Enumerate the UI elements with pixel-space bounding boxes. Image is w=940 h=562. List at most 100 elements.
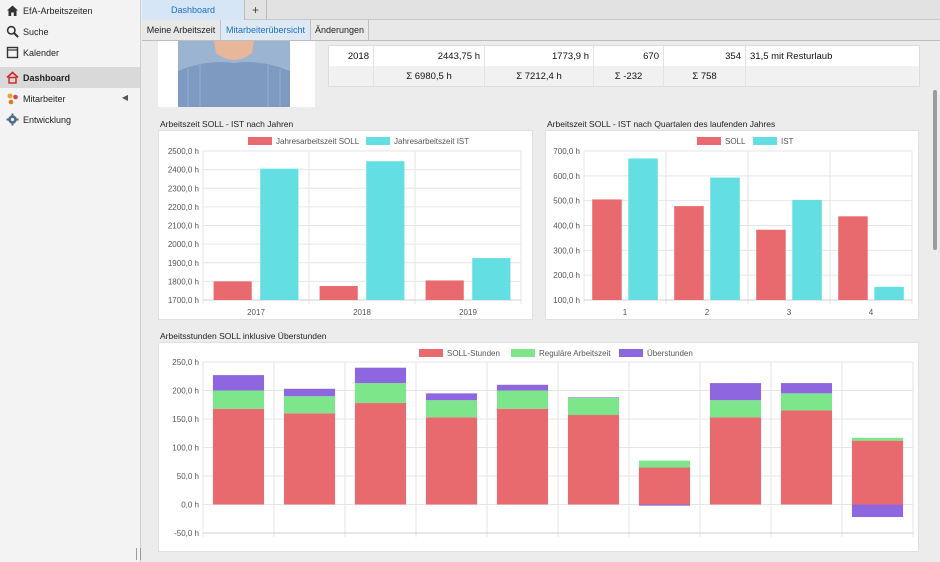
tab-meine-arbeitszeit[interactable]: Meine Arbeitszeit	[142, 20, 221, 40]
resize-grip[interactable]	[136, 548, 141, 560]
legend-swatch	[511, 349, 535, 357]
bar	[496, 384, 549, 391]
bar	[212, 390, 265, 409]
photo-image	[178, 41, 290, 107]
y-tick-label: 0,0 h	[181, 501, 199, 510]
chart-card-monate: -50,0 h 0,0 h 50,0 h 100,0 h 150,0 h 200,0 h 2…	[158, 342, 919, 552]
sidebar-item-kalender[interactable]: Kalender	[0, 42, 140, 63]
bar	[628, 158, 658, 300]
y-tick-label: 2300,0 h	[168, 184, 199, 193]
bar	[213, 281, 252, 300]
chart-monate: -50,0 h 0,0 h 50,0 h 100,0 h 150,0 h 200,0 h 2…	[172, 349, 914, 538]
sidebar-item-suche[interactable]: Suche	[0, 21, 140, 42]
bar	[496, 390, 549, 409]
tab-mitarbeiteruebersicht[interactable]: Mitarbeiterübersicht	[221, 20, 311, 40]
y-tick-label: 600,0 h	[553, 172, 580, 181]
chart-card-quartale: 100,0 h 200,0 h 300,0 h 400,0 h 500,0 h 600,0…	[545, 130, 919, 320]
bar	[354, 383, 407, 404]
y-tick-label: 250,0 h	[172, 358, 199, 367]
table-cell: Σ 6980,5 h	[374, 66, 485, 86]
calendar-icon	[6, 46, 19, 59]
bar	[319, 286, 358, 300]
home-icon	[6, 4, 19, 17]
x-tick-label: 2	[705, 308, 710, 317]
y-tick-label: 300,0 h	[553, 246, 580, 255]
legend-label: Reguläre Arbeitszeit	[539, 349, 611, 358]
bar	[567, 397, 620, 416]
bar	[567, 397, 620, 398]
y-tick-label: 1900,0 h	[168, 259, 199, 268]
sidebar-item-label: Kalender	[23, 47, 60, 58]
legend-label: Überstunden	[647, 349, 693, 358]
y-tick-label: 1700,0 h	[168, 296, 199, 305]
y-tick-label: 2100,0 h	[168, 222, 199, 231]
chart-card-jahre: 1700,0 h 1800,0 h 1900,0 h 2000,0 h 2100,0 h…	[158, 130, 533, 320]
y-tick-label: 400,0 h	[553, 222, 580, 231]
y-tick-label: 100,0 h	[553, 296, 580, 305]
sidebar-item-efa-arbeitszeiten[interactable]: EfA-Arbeitszeiten	[0, 0, 140, 21]
bar	[780, 393, 833, 411]
legend-swatch	[753, 137, 777, 145]
table-cell	[329, 66, 374, 86]
gear-icon	[6, 113, 19, 126]
chart-title: Arbeitszeit SOLL - IST nach Quartalen de…	[547, 119, 776, 129]
y-tick-label: 1800,0 h	[168, 277, 199, 286]
chart-quartale: 100,0 h 200,0 h 300,0 h 400,0 h 500,0 h 600,0…	[553, 137, 913, 317]
add-tab-button[interactable]: +	[245, 0, 267, 20]
bar	[709, 400, 762, 418]
scrollbar[interactable]	[933, 90, 937, 250]
bar	[709, 417, 762, 505]
main-content: 2018 2443,75 h 1773,9 h 670 354 31,5 mit…	[142, 41, 940, 562]
bar	[780, 383, 833, 394]
y-tick-label: 2400,0 h	[168, 166, 199, 175]
y-tick-label: 50,0 h	[177, 472, 199, 481]
tab-dashboard[interactable]: Dashboard	[142, 0, 245, 20]
sidebar-item-label: Entwicklung	[23, 114, 72, 125]
bar	[354, 403, 407, 505]
bar	[425, 280, 464, 300]
bar	[838, 216, 868, 300]
sidebar: EfA-Arbeitszeiten Suche Kalender Dashboa…	[0, 0, 141, 562]
table-cell: 354	[664, 46, 746, 66]
x-tick-label: 2019	[459, 308, 477, 317]
y-tick-label: 100,0 h	[172, 444, 199, 453]
bar	[592, 199, 622, 300]
legend-label: SOLL-Stunden	[447, 349, 500, 358]
y-tick-label: 2000,0 h	[168, 240, 199, 249]
legend-label: IST	[781, 137, 794, 146]
sidebar-item-label: Suche	[23, 26, 49, 37]
y-tick-label: 2500,0 h	[168, 147, 199, 156]
sidebar-item-label: Mitarbeiter	[23, 93, 66, 104]
subtab-bar: Meine Arbeitszeit Mitarbeiterübersicht Ä…	[142, 20, 940, 41]
search-icon	[6, 25, 19, 38]
sidebar-item-mitarbeiter[interactable]: Mitarbeiter ◀	[0, 88, 140, 109]
bar	[354, 367, 407, 384]
bar	[792, 199, 822, 300]
bar	[425, 417, 478, 505]
sidebar-item-dashboard[interactable]: Dashboard	[0, 67, 140, 88]
bar	[710, 177, 740, 300]
y-tick-label: 700,0 h	[553, 147, 580, 156]
legend-label: SOLL	[725, 137, 746, 146]
bar	[212, 375, 265, 391]
bar	[874, 286, 904, 300]
legend-swatch	[248, 137, 272, 145]
x-tick-label: 3	[787, 308, 792, 317]
table-cell: 31,5 mit Resturlaub	[750, 50, 833, 62]
bar	[709, 383, 762, 401]
bar	[674, 206, 704, 300]
tab-aenderungen[interactable]: Änderungen	[311, 20, 369, 40]
bar	[567, 415, 620, 505]
chart-title: Arbeitsstunden SOLL inklusive Überstunde…	[160, 331, 327, 341]
bar	[283, 396, 336, 414]
sidebar-item-entwicklung[interactable]: Entwicklung	[0, 109, 140, 130]
table-cell: Σ 758	[664, 66, 746, 86]
x-tick-label: 2018	[353, 308, 371, 317]
collapse-arrow-icon[interactable]: ◀	[121, 93, 128, 102]
users-icon	[6, 92, 19, 105]
bar	[496, 408, 549, 505]
chart-title: Arbeitszeit SOLL - IST nach Jahren	[160, 119, 294, 129]
summary-table: 2018 2443,75 h 1773,9 h 670 354 31,5 mit…	[328, 45, 920, 87]
employee-photo	[158, 41, 315, 107]
bar	[851, 440, 904, 505]
